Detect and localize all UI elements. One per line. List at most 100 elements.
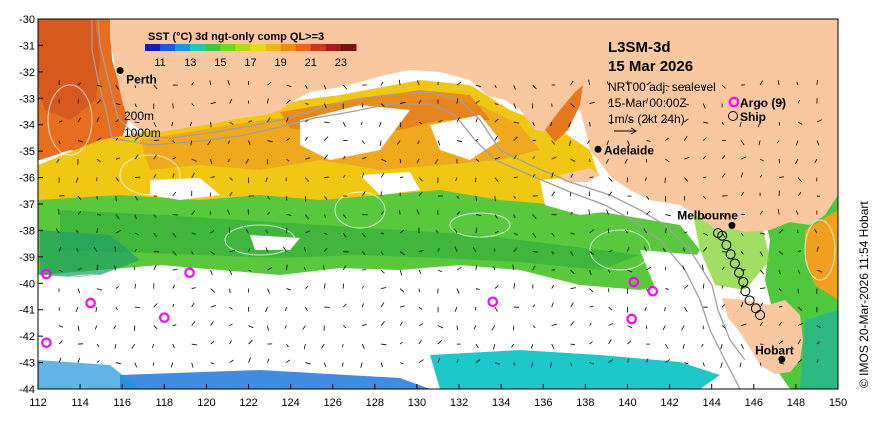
current-vector	[646, 98, 648, 104]
current-vector	[778, 269, 781, 275]
current-vector	[361, 251, 366, 256]
current-vector	[456, 266, 462, 271]
current-vector	[532, 155, 536, 160]
current-vector	[494, 306, 498, 312]
current-vector	[115, 119, 119, 123]
current-vector	[134, 214, 137, 220]
current-vector	[304, 247, 306, 252]
ship-position	[738, 276, 749, 287]
city-dot	[594, 145, 602, 153]
current-vector	[305, 285, 309, 289]
current-vector	[474, 306, 477, 311]
colorbar-segment	[265, 44, 282, 51]
current-vector	[608, 121, 613, 125]
ship-position	[717, 230, 728, 241]
current-vector	[475, 84, 481, 88]
current-vector	[627, 247, 630, 252]
current-vector	[435, 229, 439, 234]
current-vector	[302, 325, 306, 330]
current-vector	[760, 287, 766, 289]
contour-label-1000m: 1000m	[124, 126, 161, 140]
current-vector	[341, 362, 344, 367]
current-vector	[399, 288, 405, 293]
colorbar-segment	[295, 44, 312, 51]
current-vector	[399, 210, 401, 215]
current-vector	[134, 154, 139, 160]
current-vector	[532, 214, 537, 219]
current-vector	[437, 340, 443, 345]
current-vector	[608, 191, 613, 197]
current-vector	[702, 155, 706, 160]
current-vector	[665, 288, 669, 290]
current-vector	[684, 284, 689, 289]
ship-position	[744, 295, 755, 306]
current-vector	[627, 119, 633, 123]
city-label: Perth	[126, 73, 157, 87]
current-vector	[739, 362, 742, 368]
current-vector	[551, 251, 555, 255]
current-vector	[778, 176, 784, 178]
current-vector	[58, 325, 64, 328]
argo-float	[159, 312, 170, 323]
current-vector	[191, 81, 194, 86]
current-vector	[437, 140, 441, 146]
current-vector	[722, 251, 727, 253]
current-vector	[760, 232, 766, 235]
current-vector	[397, 140, 401, 145]
current-vector	[664, 306, 666, 312]
current-vector	[795, 140, 799, 146]
lon-tick-label: 120	[197, 397, 215, 409]
current-vector	[588, 209, 590, 215]
current-vector	[58, 269, 63, 273]
current-vector	[606, 209, 609, 215]
current-vector	[134, 232, 139, 235]
current-vector	[589, 341, 593, 345]
current-vector	[134, 306, 141, 308]
current-vector	[589, 322, 592, 326]
current-vector	[740, 103, 743, 109]
current-vector	[341, 343, 344, 348]
current-vector	[795, 210, 799, 215]
current-vector	[475, 138, 479, 141]
current-vector	[418, 339, 422, 345]
current-vector	[267, 195, 271, 200]
lat-tick-label: -38	[19, 225, 35, 237]
lon-tick-label: 112	[29, 397, 47, 409]
current-vector	[265, 177, 268, 183]
current-vector	[684, 103, 690, 106]
current-vector	[570, 158, 576, 162]
current-vector	[360, 362, 363, 368]
current-vector	[589, 101, 595, 104]
current-vector	[418, 121, 423, 125]
colorbar-segment	[145, 44, 161, 51]
lon-tick-label: 148	[787, 397, 805, 409]
current-vector	[627, 325, 633, 329]
current-vector	[797, 359, 803, 363]
current-vector	[134, 121, 140, 124]
current-vector	[570, 103, 575, 108]
current-vector	[210, 269, 213, 276]
current-vector	[703, 121, 709, 124]
current-vector	[513, 247, 518, 252]
current-vector	[456, 98, 459, 104]
current-vector	[491, 325, 496, 331]
current-vector	[570, 269, 575, 275]
current-vector	[608, 306, 613, 311]
current-vector	[740, 232, 744, 236]
current-vector	[513, 283, 516, 289]
current-vector	[172, 251, 177, 256]
current-vector	[759, 80, 764, 86]
current-vector	[437, 357, 441, 363]
current-vector	[248, 325, 254, 329]
current-vector	[589, 269, 592, 276]
current-vector	[513, 136, 518, 141]
current-vector	[418, 359, 424, 363]
current-vector	[777, 209, 780, 215]
current-vector	[96, 288, 103, 291]
current-vector	[210, 288, 215, 293]
current-vector	[210, 230, 215, 234]
current-vector	[265, 229, 268, 234]
current-time: 15-Mar 00:00Z	[608, 96, 687, 110]
current-vector	[570, 251, 574, 256]
current-vector	[570, 302, 574, 308]
